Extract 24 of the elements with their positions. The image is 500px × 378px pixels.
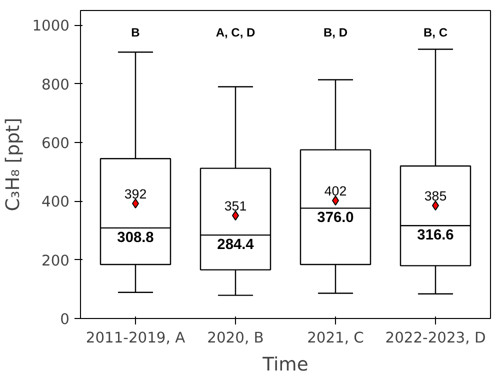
x-tick-label: 2011-2019, A <box>86 330 186 346</box>
y-tick-label: 200 <box>42 252 70 270</box>
annotation: 316.6 <box>417 228 454 244</box>
annotation: B, D <box>324 26 348 40</box>
y-tick-label: 0 <box>60 311 70 328</box>
x-tick-label: 2022-2023, D <box>385 330 486 346</box>
y-tick-label: 1000 <box>32 18 70 35</box>
annotation: B <box>131 26 140 40</box>
annotation: 284.4 <box>217 237 255 254</box>
x-tick-label: 2020, B <box>207 330 264 346</box>
y-tick-label: 800 <box>42 76 70 94</box>
annotation: 376.0 <box>317 210 354 226</box>
x-tick-label: 2021, C <box>307 330 364 346</box>
annotation: 402 <box>324 184 347 199</box>
x-axis-title: Time <box>262 354 308 376</box>
annotation: 308.8 <box>117 230 154 246</box>
annotation: A, C, D <box>216 26 256 40</box>
annotation: 385 <box>424 188 447 204</box>
annotation: 351 <box>224 198 247 214</box>
y-tick-label: 600 <box>42 135 70 152</box>
y-axis-title: C₃H₈ [ppt] <box>3 118 24 212</box>
annotation: 392 <box>124 186 147 202</box>
annotation: B, C <box>424 26 448 40</box>
y-tick-label: 400 <box>42 194 70 211</box>
